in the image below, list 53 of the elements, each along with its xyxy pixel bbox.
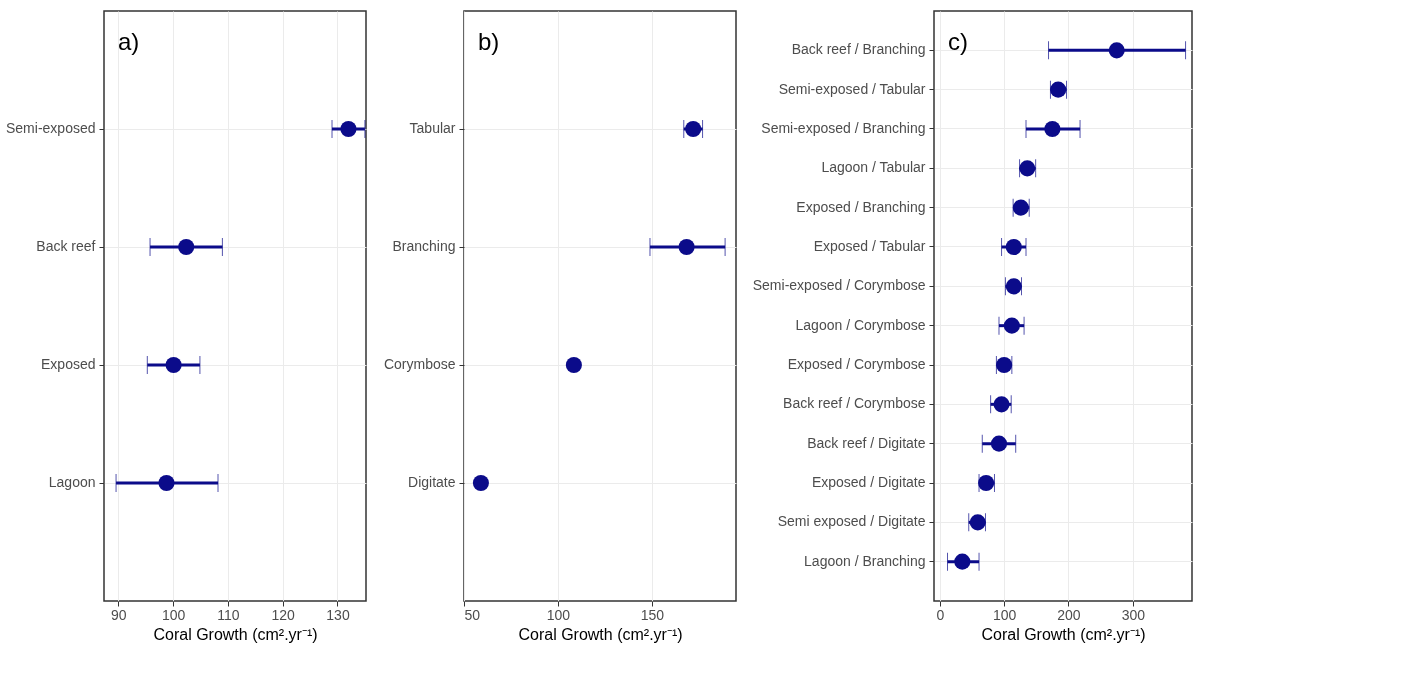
point [340,120,357,138]
x-tick-label: 90 [110,606,127,623]
point [472,474,489,492]
y-tick-label: Tabular [409,120,456,136]
point [1003,317,1020,334]
y-tick-label: Back reef / Corymbose [783,395,926,412]
x-tick-label: 100 [161,606,186,623]
y-tick-label: Lagoon / Tabular [821,159,926,176]
y-tick-label: Exposed / Tabular [813,238,926,254]
y-tick-label: Semi exposed / Digitate [777,513,926,530]
point [158,474,175,492]
y-tick-label: Semi-exposed / Branching [761,120,926,136]
point [990,435,1008,452]
y-tick-label: Lagoon / Corymbose [795,316,926,333]
x-tick-label: 150 [640,606,665,623]
x-tick-label: 0 [936,606,945,623]
y-tick-label: Back reef [36,238,96,254]
y-tick-label: Digitate [408,474,456,490]
point [954,553,971,570]
x-tick-label: 110 [217,606,240,623]
y-tick-label: Semi-exposed / Tabular [778,80,926,97]
x-tick-label: 130 [326,606,350,623]
y-tick-label: Back reef / Branching [791,41,926,58]
y-tick-label: Semi-exposed [6,120,96,136]
x-tick-label: 300 [1121,606,1146,623]
y-tick-label: Lagoon [48,474,96,490]
point [1005,238,1022,256]
y-tick-label: Exposed / Corymbose [787,356,926,372]
y-tick-label: Lagoon / Branching [804,552,926,569]
x-tick-label: 50 [464,606,481,623]
y-tick-label: Semi-exposed / Corymbose [752,277,926,294]
y-tick-label: Branching [392,238,456,254]
y-tick-label: Exposed / Digitate [811,474,926,490]
point [178,238,195,256]
point [1108,42,1125,59]
x-tick-label: 100 [992,606,1017,623]
y-tick-label: Back reef / Digitate [807,434,926,451]
x-tick-label: 120 [271,606,296,623]
y-tick-label: Exposed / Branching [796,198,926,215]
point [678,238,695,256]
text: b) [478,28,500,55]
point [1044,120,1061,138]
y-tick-label: Exposed [41,356,96,372]
x-tick-label: 100 [546,606,571,623]
text: c) [948,28,968,55]
y-tick-label: Corymbose [383,356,456,372]
point [565,356,582,374]
point [165,356,182,374]
x-tick-label: 200 [1057,606,1081,623]
text: a) [118,28,140,55]
x-axis-title: Coral Growth (cm².yr⁻¹) [518,625,683,643]
x-axis-title: Coral Growth (cm².yr⁻¹) [981,625,1146,643]
x-axis-title: Coral Growth (cm².yr⁻¹) [153,625,318,643]
